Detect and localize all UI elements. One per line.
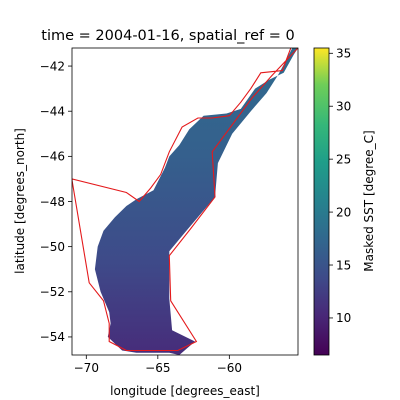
y-tick-label: −44 — [40, 105, 65, 119]
colorbar-tick-label: 30 — [336, 100, 351, 114]
x-tick-label: −70 — [74, 361, 99, 375]
colorbar-tick-label: 20 — [336, 205, 351, 219]
x-tick-label: −65 — [145, 361, 170, 375]
region-outline — [72, 48, 298, 352]
y-tick-label: −46 — [40, 150, 65, 164]
y-tick-label: −52 — [40, 285, 65, 299]
y-tick-label: −48 — [40, 195, 65, 209]
x-axis-label: longitude [degrees_east] — [110, 384, 260, 398]
chart-title: time = 2004-01-16, spatial_ref = 0 — [41, 28, 294, 44]
colorbar-tick-label: 15 — [336, 258, 351, 272]
y-tick-label: −54 — [40, 330, 65, 344]
colorbar-tick-label: 10 — [336, 311, 351, 325]
x-tick-label: −60 — [217, 361, 242, 375]
colorbar-ticks: 10 15 20 25 30 35 — [329, 47, 351, 325]
colorbar-tick-label: 35 — [336, 47, 351, 61]
sst-field — [94, 48, 298, 355]
y-tick-label: −42 — [40, 59, 65, 73]
y-tick-label: −50 — [40, 240, 65, 254]
colorbar — [313, 47, 330, 356]
colorbar-label: Masked SST [degree_C] — [362, 130, 376, 271]
y-axis-label: latitude [degrees_north] — [13, 128, 27, 274]
x-axis: −70 −65 −60 — [74, 355, 242, 375]
colorbar-tick-label: 25 — [336, 152, 351, 166]
y-axis: −42 −44 −46 −48 −50 −52 −54 — [40, 59, 72, 344]
